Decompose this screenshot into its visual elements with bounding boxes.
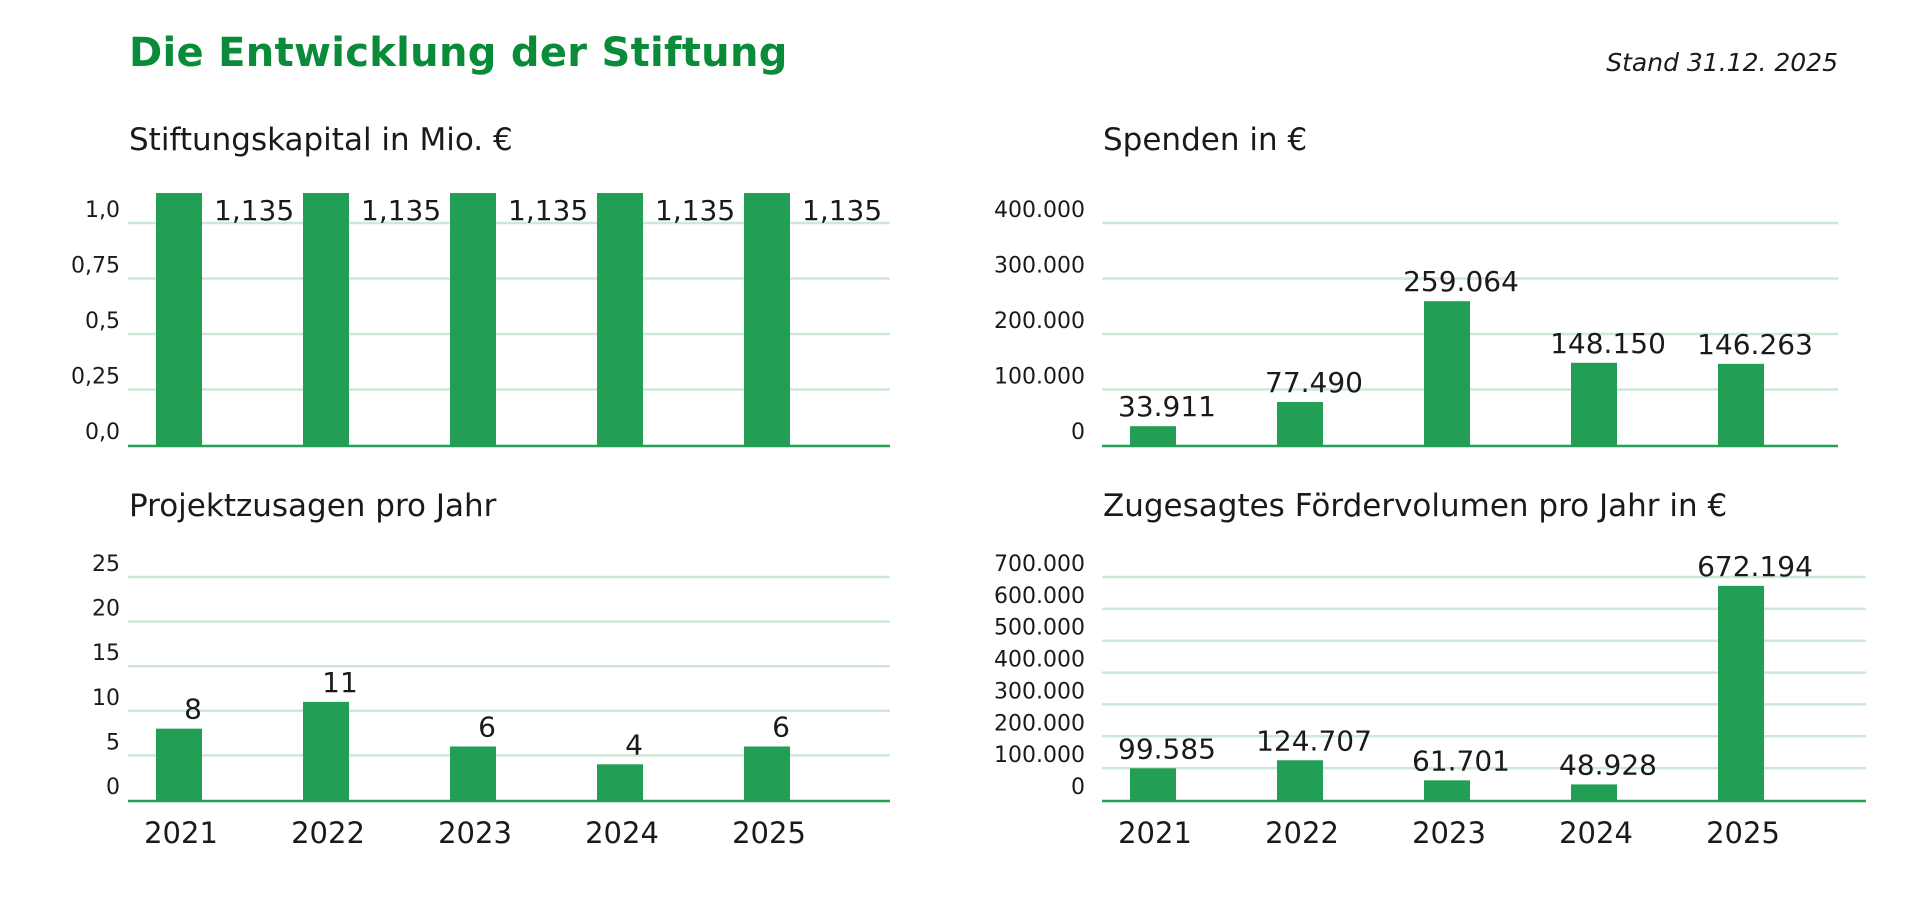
- chart-title-foerdervolumen: Zugesagtes Fördervolumen pro Jahr in €: [1103, 488, 1728, 524]
- y-tick-label: 0: [106, 775, 120, 800]
- bar-2024: [597, 764, 643, 800]
- bar-2022: [1277, 401, 1323, 445]
- data-label: 77.490: [1265, 366, 1363, 399]
- chart-foerdervolumen: 0 100.000 200.000 300.000 400.000 500.000 600.…: [994, 550, 1866, 850]
- bar-2021: [1130, 426, 1176, 445]
- data-label: 148.150: [1550, 327, 1666, 360]
- bar-2022: [303, 701, 349, 800]
- data-label: 8: [184, 693, 202, 726]
- data-label: 146.263: [1697, 328, 1813, 361]
- bar-2024: [1571, 362, 1617, 445]
- y-tick-label: 15: [92, 641, 120, 666]
- bar-2025: [1718, 585, 1764, 800]
- y-tick-label: 700.000: [994, 552, 1085, 577]
- data-label: 11: [322, 666, 358, 699]
- x-tick-label: 2023: [438, 816, 512, 850]
- chart-stiftungskapital: 0,0 0,25 0,5 0,75 1,0 1,135 1,135 1,135 1,135 1,1…: [71, 193, 890, 448]
- data-label: 124.707: [1256, 724, 1372, 757]
- data-label: 99.585: [1118, 732, 1216, 765]
- data-label: 1,135: [508, 194, 588, 227]
- y-tick-label: 0,75: [71, 254, 120, 279]
- y-tick-label: 5: [106, 730, 120, 755]
- data-label: 48.928: [1559, 748, 1657, 781]
- bar-2021: [1130, 768, 1176, 800]
- y-tick-label: 0,5: [85, 309, 120, 334]
- data-label: 1,135: [214, 194, 294, 227]
- bar-2025: [1718, 363, 1764, 445]
- data-label: 61.701: [1412, 744, 1510, 777]
- x-tick-label: 2022: [1265, 816, 1339, 850]
- bar-2025: [744, 746, 790, 800]
- y-tick-label: 400.000: [994, 648, 1085, 673]
- data-label: 1,135: [802, 194, 882, 227]
- bar-2022: [1277, 760, 1323, 800]
- x-tick-label: 2024: [1559, 816, 1633, 850]
- bar-2024: [1571, 784, 1617, 800]
- data-label: 6: [772, 710, 790, 743]
- chart-title-stiftungskapital: Stiftungskapital in Mio. €: [129, 122, 513, 158]
- chart-spenden: 0 100.000 200.000 300.000 400.000 33.911 77.49…: [994, 198, 1838, 448]
- x-tick-label: 2021: [1118, 816, 1192, 850]
- y-tick-label: 20: [92, 597, 120, 622]
- bar-2025: [744, 193, 790, 445]
- bar-2021: [156, 728, 202, 800]
- chart-title-projektzusagen: Projektzusagen pro Jahr: [129, 488, 497, 524]
- bar-2023: [450, 193, 496, 445]
- y-tick-label: 100.000: [994, 365, 1085, 390]
- data-label: 672.194: [1697, 550, 1813, 583]
- x-tick-label: 2025: [1706, 816, 1780, 850]
- as-of-date: Stand 31.12. 2025: [1606, 48, 1838, 77]
- y-tick-label: 0: [1071, 775, 1085, 800]
- chart-title-spenden: Spenden in €: [1103, 122, 1308, 158]
- y-tick-label: 200.000: [994, 309, 1085, 334]
- x-tick-label: 2023: [1412, 816, 1486, 850]
- bar-2022: [303, 193, 349, 445]
- y-tick-label: 1,0: [85, 198, 120, 223]
- data-label: 1,135: [655, 194, 735, 227]
- y-tick-label: 400.000: [994, 198, 1085, 223]
- x-tick-label: 2022: [291, 816, 365, 850]
- y-tick-label: 10: [92, 686, 120, 711]
- data-label: 1,135: [361, 194, 441, 227]
- bar-2021: [156, 193, 202, 445]
- x-tick-label: 2025: [732, 816, 806, 850]
- y-tick-label: 200.000: [994, 711, 1085, 736]
- x-tick-label: 2024: [585, 816, 659, 850]
- y-tick-label: 300.000: [994, 679, 1085, 704]
- y-tick-label: 600.000: [994, 584, 1085, 609]
- y-tick-label: 100.000: [994, 743, 1085, 768]
- y-tick-label: 500.000: [994, 616, 1085, 641]
- y-tick-label: 0: [1071, 420, 1085, 445]
- data-label: 33.911: [1118, 390, 1216, 423]
- data-label: 259.064: [1403, 265, 1519, 298]
- y-tick-label: 0,0: [85, 420, 120, 445]
- y-tick-label: 0,25: [71, 365, 120, 390]
- x-tick-label: 2021: [144, 816, 218, 850]
- y-tick-label: 25: [92, 552, 120, 577]
- y-tick-label: 300.000: [994, 254, 1085, 279]
- bar-2023: [1424, 301, 1470, 445]
- data-label: 6: [478, 710, 496, 743]
- data-label: 4: [625, 728, 643, 761]
- bar-2024: [597, 193, 643, 445]
- bar-2023: [1424, 780, 1470, 800]
- page-title: Die Entwicklung der Stiftung: [129, 30, 788, 76]
- bar-2023: [450, 746, 496, 800]
